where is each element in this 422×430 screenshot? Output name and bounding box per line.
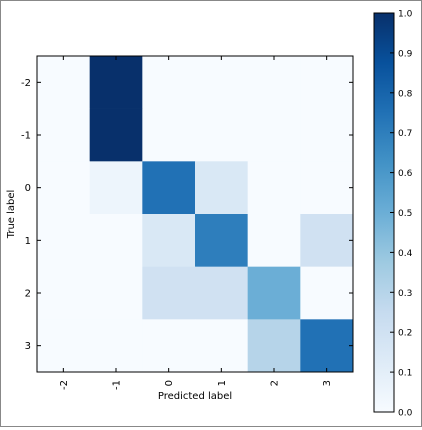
- heatmap-cell: [195, 108, 248, 162]
- y-tick-label: 3: [25, 341, 31, 352]
- heatmap-cell: [142, 108, 196, 162]
- colorbar-tick-label: 0.8: [398, 89, 413, 99]
- colorbar-tick-label: 0.5: [398, 209, 412, 219]
- colorbar-tick-label: 0.7: [398, 129, 412, 139]
- heatmap-cell: [247, 319, 301, 373]
- x-axis-ticks: -2 -1 0 1 2 3: [59, 56, 333, 390]
- heatmap-cell: [89, 266, 143, 320]
- colorbar-tick-label: 0.2: [398, 329, 412, 339]
- colorbar-tick-label: 0.0: [398, 409, 413, 419]
- heatmap-cell: [37, 266, 90, 320]
- heatmap-cell: [142, 319, 196, 373]
- plot-frame: [36, 55, 354, 373]
- x-tick-label: -2: [59, 380, 70, 390]
- heatmap-cell: [195, 214, 248, 267]
- y-tick-label: -1: [21, 131, 31, 142]
- colorbar-tick-label: 0.1: [398, 369, 412, 379]
- heatmap-cell: [300, 266, 354, 320]
- heatmap-cell: [247, 266, 301, 320]
- heatmap-cell: [37, 56, 90, 109]
- heatmap-cell: [37, 108, 90, 162]
- heatmap-cell: [142, 161, 196, 215]
- x-tick-label: 2: [270, 380, 281, 386]
- x-axis-label: Predicted label: [158, 391, 232, 402]
- y-tick-label: 2: [25, 289, 31, 300]
- heatmap-cell: [300, 108, 354, 162]
- y-axis-label: True label: [6, 190, 17, 240]
- colorbar-tick-label: 1.0: [398, 10, 413, 20]
- colorbar-tick-label: 0.6: [398, 169, 413, 179]
- x-tick-label: -1: [112, 380, 123, 390]
- heatmap-cell: [89, 161, 143, 215]
- heatmap-cell: [300, 161, 354, 215]
- heatmap-cell: [89, 319, 143, 373]
- y-tick-label: -2: [21, 78, 31, 89]
- heatmap-cell: [300, 319, 354, 373]
- heatmap-cell: [195, 161, 248, 215]
- heatmap-cell: [142, 266, 196, 320]
- heatmap-cell: [247, 108, 301, 162]
- colorbar-tick-label: 0.9: [398, 49, 413, 59]
- heatmap-cell: [195, 319, 248, 373]
- heatmap-cell: [300, 214, 354, 267]
- heatmap-cell: [247, 161, 301, 215]
- heatmap-cell: [142, 56, 196, 109]
- heatmap-cells: [37, 56, 354, 373]
- x-tick-label: 1: [217, 380, 228, 386]
- y-tick-label: 0: [25, 183, 31, 194]
- heatmap-cell: [247, 56, 301, 109]
- heatmap-cell: [37, 214, 90, 267]
- y-tick-label: 1: [25, 236, 31, 247]
- heatmap-cell: [300, 56, 354, 109]
- heatmap-cell: [89, 214, 143, 267]
- colorbar-tick-label: 0.4: [398, 249, 413, 259]
- colorbar-tick-label: 0.3: [398, 289, 412, 299]
- heatmap-cell: [37, 161, 90, 215]
- colorbar-ticks: 0.0 0.1 0.2 0.3 0.4 0.5 0.6 0.7 0.8 0.9 1.0: [390, 10, 413, 419]
- heatmap-cell: [195, 266, 248, 320]
- x-tick-label: 0: [164, 380, 175, 386]
- heatmap-cell: [142, 214, 196, 267]
- heatmap-cell: [247, 214, 301, 267]
- heatmap-cell: [89, 56, 143, 109]
- heatmap-cell: [195, 56, 248, 109]
- y-axis-ticks: -2 -1 0 1 2 3: [21, 78, 353, 352]
- heatmap-cell: [89, 108, 143, 162]
- heatmap-cell: [37, 319, 90, 373]
- x-tick-label: 3: [322, 380, 333, 386]
